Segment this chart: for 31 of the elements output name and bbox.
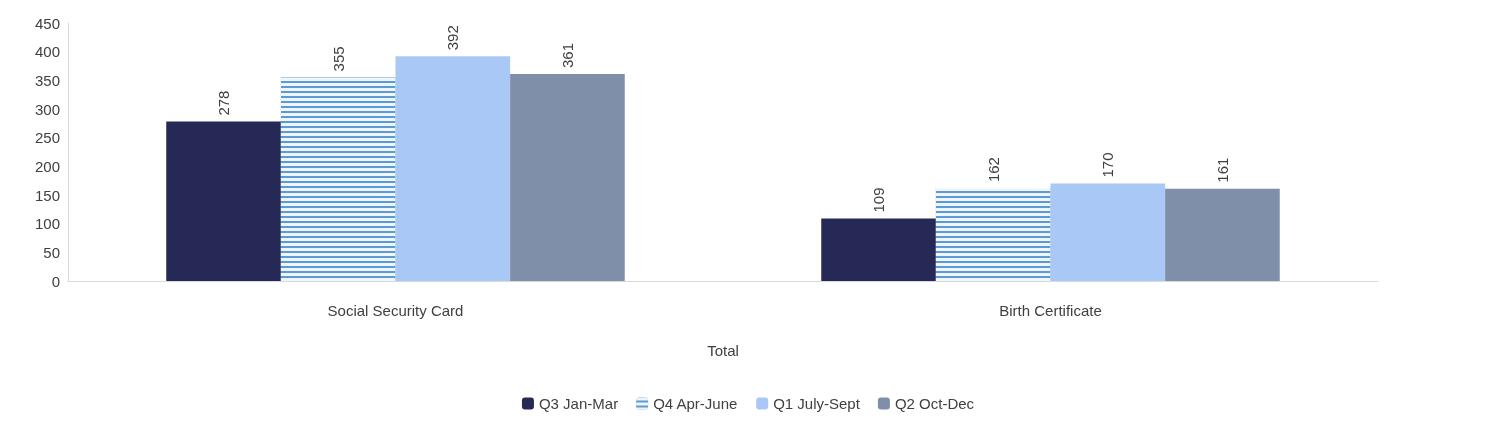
legend-label: Q1 July-Sept [773, 395, 861, 412]
y-tick-label: 450 [34, 14, 60, 32]
bar [1165, 188, 1280, 281]
x-axis-title: Total [707, 342, 739, 359]
y-tick-label: 200 [34, 157, 60, 175]
x-tick-label: Social Security Card [327, 302, 464, 319]
data-label: 109 [870, 187, 888, 213]
legend-label: Q2 Oct-Dec [894, 395, 975, 412]
y-tick-label: 150 [34, 186, 60, 204]
data-label: 170 [1099, 152, 1117, 178]
data-label: 355 [329, 46, 347, 72]
y-tick-label: 0 [51, 272, 60, 290]
data-label: 392 [444, 25, 462, 51]
bar [1050, 183, 1166, 281]
y-tick-label: 100 [34, 215, 60, 233]
bar [395, 56, 511, 281]
legend-label: Q4 Apr-June [653, 395, 738, 412]
x-tick-label: Birth Certificate [999, 302, 1102, 319]
bar [166, 121, 281, 281]
y-tick-label: 300 [34, 100, 60, 118]
data-label: 278 [215, 90, 233, 116]
data-label: 361 [558, 43, 576, 69]
data-label: 162 [984, 157, 1002, 183]
bar [510, 74, 625, 281]
data-label: 161 [1213, 157, 1231, 183]
y-tick-label: 250 [34, 129, 60, 147]
y-tick-label: 350 [34, 71, 60, 89]
bar [821, 218, 936, 281]
y-tick-label: 50 [43, 243, 60, 261]
y-tick-label: 400 [34, 43, 60, 61]
legend-label: Q3 Jan-Mar [538, 395, 619, 412]
